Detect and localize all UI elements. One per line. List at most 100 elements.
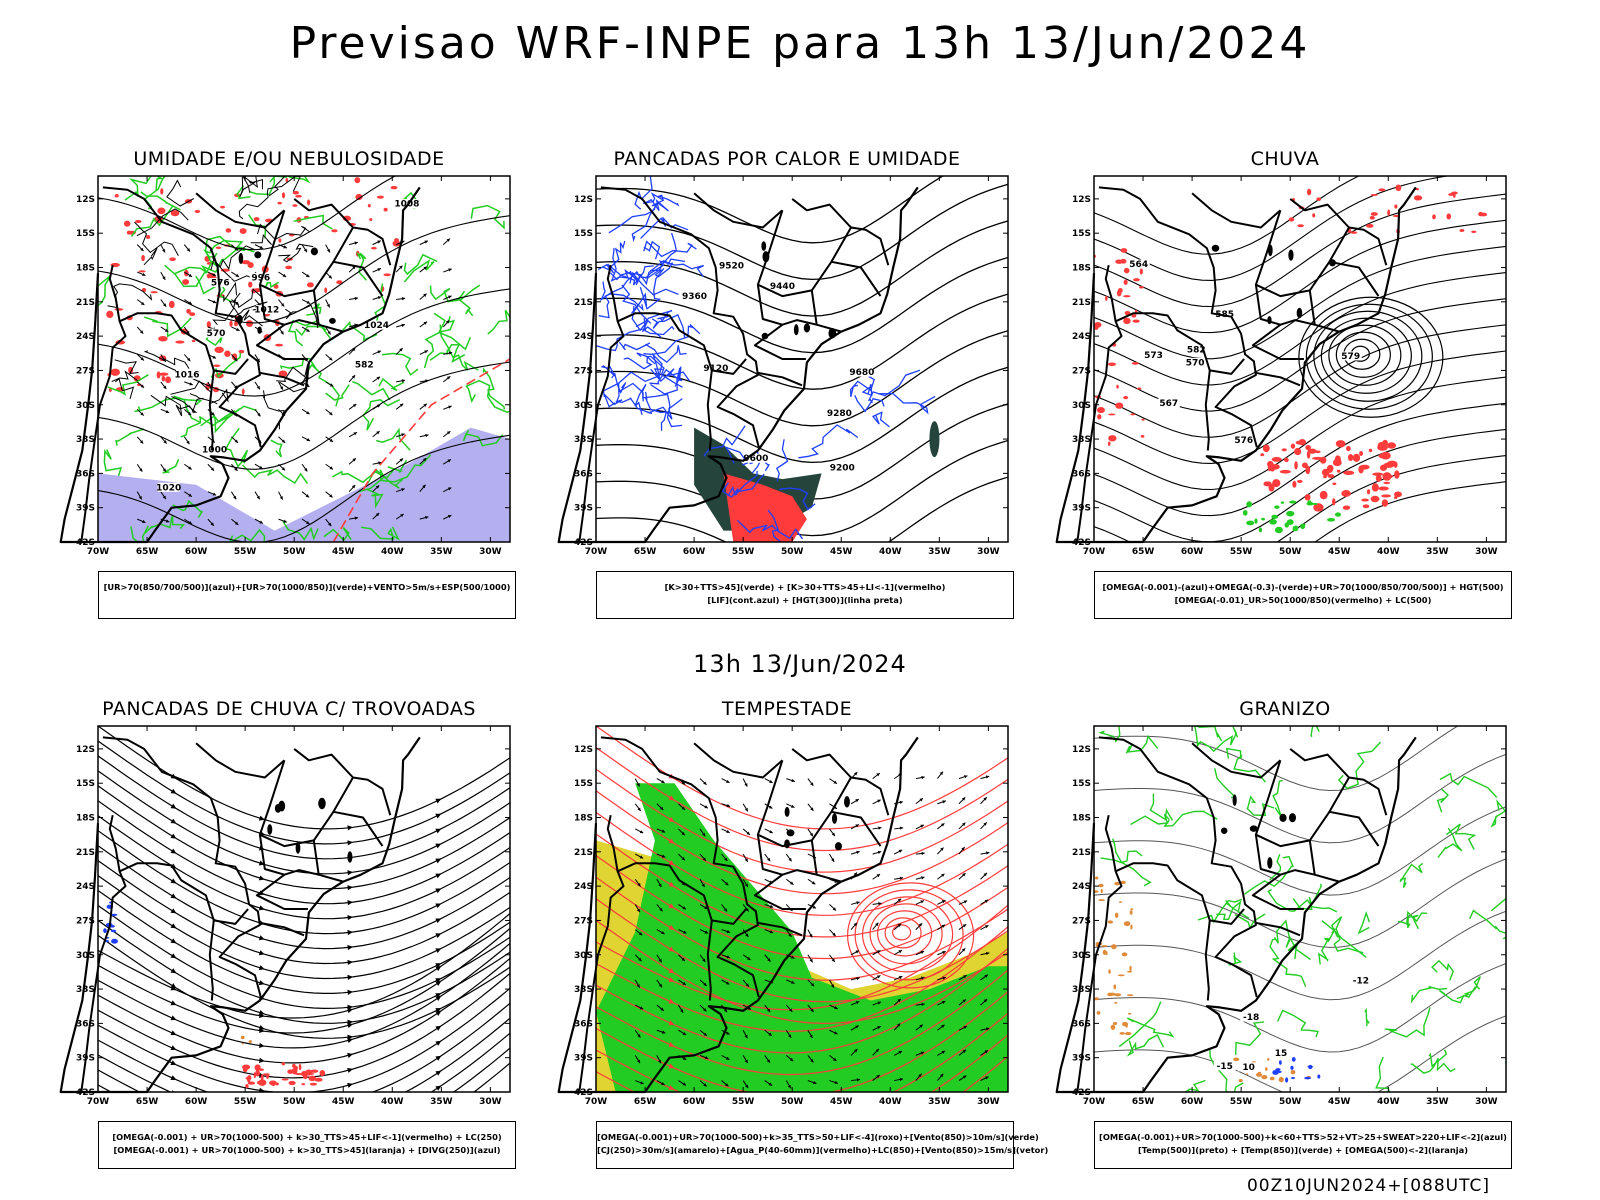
vector-head (831, 832, 835, 837)
thickness-contour (292, 190, 299, 195)
thickness-contour (138, 270, 146, 273)
divergence-fill (110, 913, 118, 916)
label-bg (828, 408, 851, 418)
vector-head (920, 950, 925, 954)
plot-layer: -12 -15 -18 15 10 (1094, 726, 1506, 1092)
rain-fill (1366, 489, 1371, 495)
rain-fill (1327, 517, 1336, 522)
political-border (578, 264, 625, 543)
omega-fill (1245, 1073, 1249, 1075)
political-border (756, 284, 842, 333)
y-tick-label: 39S (574, 504, 593, 514)
vector-head (637, 883, 641, 887)
storm-fill (301, 1083, 306, 1086)
lif-contour (610, 248, 638, 282)
rain-fill (1107, 362, 1117, 367)
streamline (98, 919, 510, 1024)
temp850-contour (1267, 888, 1338, 913)
stream-arrow (347, 914, 354, 921)
stream-arrow (170, 803, 177, 809)
panel-title: PANCADAS POR CALOR E UMIDADE (613, 148, 961, 170)
rain-fill (1321, 468, 1330, 477)
lif-contour (629, 260, 673, 286)
vector-head (658, 1059, 662, 1064)
vector-head (658, 958, 662, 963)
lake-marker (238, 252, 244, 265)
lif-contour (599, 270, 641, 302)
y-tick-label: 36S (1072, 469, 1091, 479)
vector-head (789, 1057, 794, 1062)
y-tick-label: 33S (76, 435, 95, 445)
legend-box: [OMEGA(-0.001)+UR>70(1000-500)+k<60+TTS>… (1094, 1121, 1512, 1169)
lif-contour (635, 309, 673, 328)
rain-fill (1292, 480, 1297, 488)
x-tick-label: 65W (136, 547, 159, 557)
streamline (596, 969, 1008, 1076)
vector-head (422, 458, 427, 462)
humidity-contour (487, 309, 510, 335)
vector-head (744, 883, 748, 887)
pressure-contour (166, 179, 195, 207)
x-tick-label: 30W (479, 547, 502, 557)
stream-arrow (347, 1113, 353, 1118)
rain-fill (1271, 457, 1282, 462)
x-tick-label: 60W (683, 1097, 706, 1107)
streamline (98, 890, 510, 994)
political-border (756, 371, 803, 387)
rain-fill (1107, 441, 1111, 446)
vector-head (447, 515, 452, 519)
vector-head (638, 931, 643, 936)
rain-fill (1375, 474, 1382, 482)
rain-fill (1459, 229, 1465, 233)
rain-fill (1332, 458, 1342, 467)
omega-fill (1290, 1069, 1296, 1075)
page-title: Previsao WRF-INPE para 13h 13/Jun/2024 (289, 18, 1311, 69)
lake-marker (267, 824, 273, 835)
omega-fill (1107, 920, 1114, 924)
vector-head (854, 1049, 858, 1053)
vector-head (447, 487, 452, 491)
thickness-contour (206, 321, 211, 328)
vector-head (639, 830, 644, 834)
stream-arrow (170, 1075, 177, 1080)
rain-fill (1341, 490, 1351, 497)
vector-head (401, 433, 405, 437)
contour-label: 9360 (682, 292, 707, 302)
vector-head (877, 1001, 882, 1005)
lif-contour (602, 382, 620, 404)
label-bg (1349, 976, 1372, 986)
stream-arrow (435, 963, 442, 969)
y-tick-label: 30S (1072, 951, 1091, 961)
label-bg (683, 291, 706, 301)
temp850-contour (1490, 809, 1506, 828)
panel-pancadas-calor: PANCADAS POR CALOR E UMIDADE 9680 9600 952… (552, 148, 1022, 619)
pressure-contour (111, 370, 138, 383)
vector-head (702, 832, 706, 837)
pressure-contour (98, 176, 397, 251)
label-bg (850, 367, 873, 377)
vector-head (234, 439, 239, 443)
lif-contour (868, 369, 921, 404)
vector-head (897, 898, 902, 903)
label-bg (203, 445, 226, 455)
y-tick-label: 27S (574, 916, 593, 926)
vector-head (769, 830, 773, 834)
stream-arrow (170, 1045, 177, 1051)
height-contour (596, 220, 1008, 317)
rain-fill (1279, 469, 1291, 474)
y-tick-label: 12S (574, 745, 593, 755)
omega-fill (1124, 1031, 1132, 1036)
streamline (98, 1017, 510, 1092)
label-bg (1213, 1061, 1236, 1071)
vector-head (353, 432, 357, 436)
y-tick-label: 42S (1072, 538, 1091, 548)
omega-fill (1100, 888, 1103, 894)
temp500-contour (1094, 963, 1506, 1053)
vector-head (210, 467, 215, 471)
omega-fill (1129, 910, 1133, 915)
omega-fill (1114, 912, 1119, 918)
lif-contour (775, 439, 789, 482)
vector-head (164, 328, 169, 332)
rain-fill (1304, 493, 1311, 501)
vector-head (833, 780, 837, 784)
